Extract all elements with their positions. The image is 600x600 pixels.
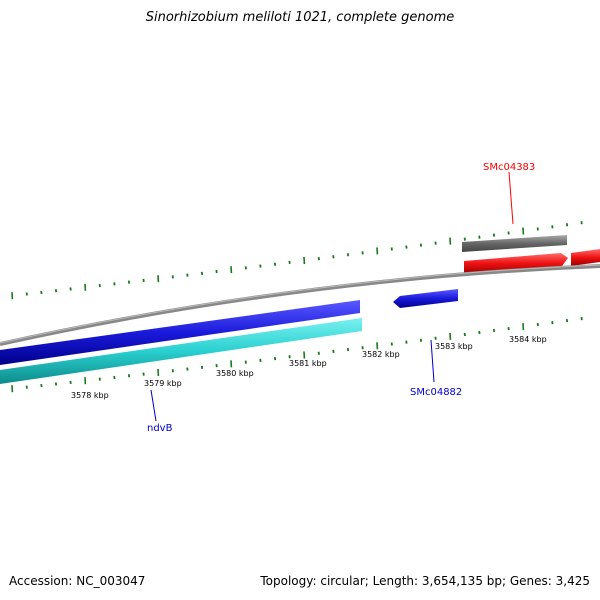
gene-smc04383-arrow — [464, 253, 568, 274]
genome-backbone-highlight — [0, 264, 600, 344]
gene-label-ndvb[interactable]: ndvB — [147, 423, 173, 434]
tick-label-3584: 3584 kbp — [509, 335, 547, 344]
tick-label-3582: 3582 kbp — [362, 350, 400, 359]
gene-red-right-arrow — [571, 249, 600, 266]
genome-backbone — [0, 264, 600, 346]
tick-label-3578: 3578 kbp — [71, 391, 109, 400]
tick-label-3583: 3583 kbp — [435, 342, 473, 351]
leader-ndvb — [150, 389, 157, 422]
gene-label-smc04383[interactable]: SMc04383 — [483, 162, 535, 173]
tick-label-3579: 3579 kbp — [144, 379, 182, 388]
accession-text: Accession: NC_003047 — [9, 574, 146, 588]
map-title: Sinorhizobium meliloti 1021, complete ge… — [145, 10, 455, 25]
outer-tick-ring — [11, 221, 583, 300]
inner-tick-ring — [11, 316, 583, 393]
leader-smc04383 — [508, 171, 514, 225]
gene-smc04383-gray-track — [462, 235, 567, 252]
gene-label-smc04882[interactable]: SMc04882 — [410, 387, 462, 398]
genome-summary-text: Topology: circular; Length: 3,654,135 bp… — [260, 574, 590, 588]
tick-label-3580: 3580 kbp — [216, 369, 254, 378]
tick-label-3581: 3581 kbp — [289, 359, 327, 368]
gene-cyan-track — [0, 318, 362, 384]
gene-smc04882-arrow — [393, 289, 458, 308]
gene-ndvb-blue-track — [0, 300, 360, 365]
leader-smc04882 — [430, 339, 435, 383]
